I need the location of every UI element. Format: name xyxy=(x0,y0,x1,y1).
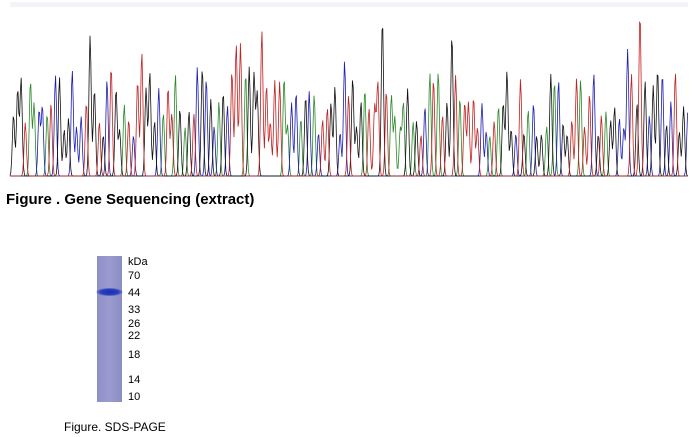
marker-label: 14 xyxy=(128,374,140,386)
protein-band xyxy=(96,288,123,296)
marker-label: 10 xyxy=(128,391,140,403)
figure-caption: Figure. SDS-PAGE xyxy=(64,420,166,434)
marker-label: 18 xyxy=(128,349,140,361)
marker-label: 70 xyxy=(128,270,140,282)
marker-label: 22 xyxy=(128,330,140,342)
figure-caption: Figure . Gene Sequencing (extract) xyxy=(6,191,255,208)
trace xyxy=(9,28,688,177)
marker-label: 44 xyxy=(128,287,140,299)
marker-label: 33 xyxy=(128,304,140,316)
sequence-strip xyxy=(10,2,688,7)
chromatogram xyxy=(9,2,688,177)
gel-lane xyxy=(97,256,122,402)
unit-label: kDa xyxy=(128,256,148,268)
trace xyxy=(10,20,688,177)
marker-label: 26 xyxy=(128,318,140,330)
